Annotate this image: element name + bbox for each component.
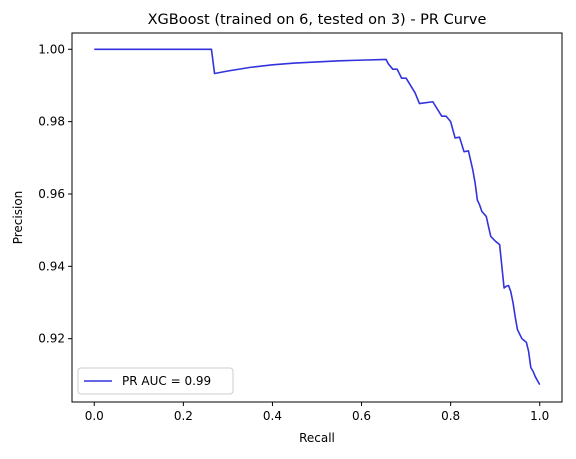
x-tick-label: 0.0 bbox=[85, 409, 104, 423]
y-tick-label: 0.96 bbox=[38, 187, 65, 201]
y-axis-ticks: 0.92 0.94 0.96 0.98 1.00 bbox=[38, 42, 72, 346]
x-tick-label: 0.8 bbox=[441, 409, 460, 423]
x-tick-label: 0.6 bbox=[352, 409, 371, 423]
y-tick-label: 0.98 bbox=[38, 115, 65, 129]
x-tick-label: 0.4 bbox=[263, 409, 282, 423]
chart-title: XGBoost (trained on 6, tested on 3) - PR… bbox=[148, 12, 487, 28]
y-axis-label: Precision bbox=[11, 191, 25, 245]
y-tick-label: 1.00 bbox=[38, 42, 65, 56]
y-tick-label: 0.94 bbox=[38, 259, 65, 273]
y-tick-label: 0.92 bbox=[38, 332, 65, 346]
plot-area bbox=[94, 48, 541, 386]
axes-frame bbox=[71, 32, 563, 403]
legend-label: PR AUC = 0.99 bbox=[122, 374, 211, 388]
pr-curve-line bbox=[94, 48, 541, 386]
x-axis-ticks: 0.0 0.2 0.4 0.6 0.8 1.0 bbox=[85, 402, 549, 423]
legend: PR AUC = 0.99 bbox=[77, 367, 234, 395]
legend-box bbox=[77, 367, 234, 395]
x-tick-label: 1.0 bbox=[530, 409, 549, 423]
x-axis-label: Recall bbox=[299, 431, 335, 445]
x-tick-label: 0.2 bbox=[174, 409, 193, 423]
